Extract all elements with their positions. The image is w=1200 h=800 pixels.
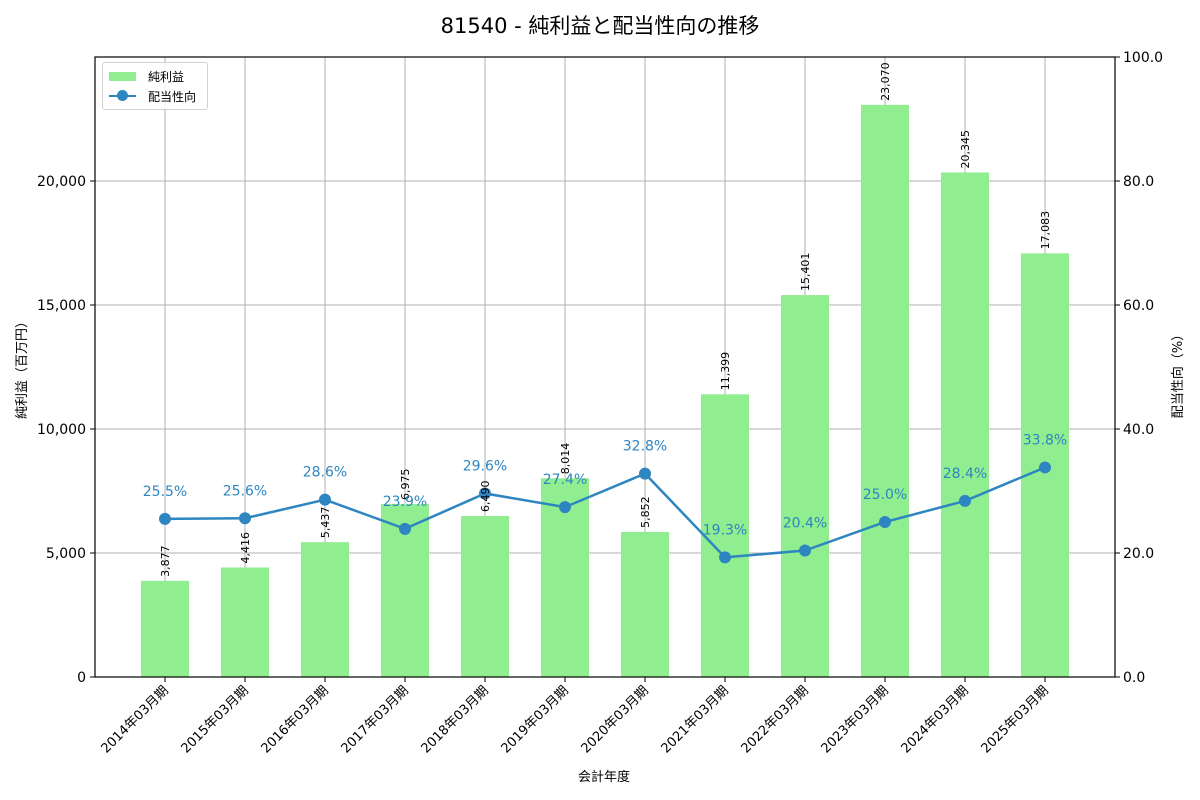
line-marker <box>719 551 731 564</box>
x-tick-label: 2018年03月期 <box>419 683 492 756</box>
line-marker <box>479 487 491 500</box>
right-tick-label: 0.0 <box>1123 670 1145 686</box>
x-tick-label: 2014年03月期 <box>99 683 172 756</box>
legend-label-net-income: 純利益 <box>148 69 185 84</box>
legend-label-payout-ratio: 配当性向 <box>148 89 197 104</box>
left-tick-label: 15,000 <box>37 298 86 314</box>
bar-value-label: 4,416 <box>239 532 252 564</box>
line-value-label: 25.6% <box>223 483 267 499</box>
bar-value-label: 3,877 <box>159 545 172 577</box>
x-tick-label: 2017年03月期 <box>339 683 412 756</box>
line-marker <box>959 494 971 507</box>
bar-swatch-icon <box>109 71 136 81</box>
bar <box>141 580 189 677</box>
right-tick-label: 40.0 <box>1123 422 1154 438</box>
bar-value-label: 6,975 <box>399 469 412 501</box>
x-tick-label: 2015年03月期 <box>179 683 252 756</box>
bar-value-label: 15,401 <box>799 253 812 292</box>
bar-series-net-income <box>141 104 1069 677</box>
chart-title: 81540 - 純利益と配当性向の推移 <box>440 14 760 38</box>
left-tick-label: 0 <box>77 670 86 686</box>
line-value-label: 28.6% <box>303 465 347 481</box>
x-tick-label: 2021年03月期 <box>659 683 732 756</box>
line-value-label: 28.4% <box>943 466 987 482</box>
legend-item-payout-ratio: 配当性向 <box>109 87 196 105</box>
bar-value-label: 6,490 <box>479 481 492 513</box>
left-tick-label: 5,000 <box>46 546 86 562</box>
line-marker <box>799 544 811 557</box>
line-series-payout-ratio <box>164 466 1046 559</box>
line-marker <box>879 516 891 528</box>
bar <box>461 516 509 677</box>
line-marker <box>1039 461 1051 474</box>
bar <box>941 172 989 677</box>
line-value-label: 27.4% <box>543 472 587 488</box>
left-tick-label: 20,000 <box>37 174 86 190</box>
line-value-label: 29.6% <box>463 458 507 474</box>
right-tick-label: 20.0 <box>1123 546 1154 562</box>
bar-value-label: 17,083 <box>1039 211 1052 250</box>
bar-value-label: 8,014 <box>559 443 572 475</box>
line-value-label: 19.3% <box>703 522 747 538</box>
line-marker <box>159 512 171 525</box>
left-y-axis-label: 純利益（百万円） <box>15 315 30 419</box>
line-value-label: 20.4% <box>783 516 827 532</box>
line-marker-swatch-icon <box>109 90 136 101</box>
bar <box>781 295 829 677</box>
right-tick-label: 60.0 <box>1123 298 1154 314</box>
bar <box>301 542 349 677</box>
x-tick-label: 2016年03月期 <box>259 683 332 756</box>
line-value-label: 33.8% <box>1023 432 1067 448</box>
plot-frame <box>94 56 1116 678</box>
x-axis-label: 会計年度 <box>578 769 630 785</box>
line-marker <box>559 501 571 514</box>
line-marker <box>319 493 331 506</box>
x-tick-label: 2019年03月期 <box>499 683 572 756</box>
right-tick-label: 100.0 <box>1123 50 1163 66</box>
bar <box>861 104 909 677</box>
line-value-label: 32.8% <box>623 439 667 455</box>
line-value-label: 25.5% <box>143 484 187 500</box>
line-marker <box>399 522 411 535</box>
bar-value-label: 5,437 <box>319 507 332 539</box>
line-value-label: 25.0% <box>863 487 907 503</box>
bar <box>221 567 269 677</box>
x-tick-label: 2023年03月期 <box>819 683 892 756</box>
bar-value-label: 23,070 <box>879 62 892 101</box>
x-tick-label: 2020年03月期 <box>579 683 652 756</box>
x-tick-label: 2022年03月期 <box>739 683 812 756</box>
bar-value-label: 11,399 <box>719 352 732 391</box>
bar-value-label: 5,852 <box>639 496 652 528</box>
right-tick-label: 80.0 <box>1123 174 1154 190</box>
bar <box>621 531 669 677</box>
x-tick-label: 2025年03月期 <box>979 683 1052 756</box>
legend-item-net-income: 純利益 <box>109 67 184 85</box>
line-value-label: 23.9% <box>383 494 427 510</box>
left-tick-label: 10,000 <box>37 422 86 438</box>
line-marker <box>239 512 251 525</box>
right-y-axis-label: 配当性向（%） <box>1170 328 1186 418</box>
line-marker <box>639 467 651 480</box>
x-tick-label: 2024年03月期 <box>899 683 972 756</box>
bar-value-label: 20,345 <box>959 130 972 169</box>
legend: 純利益 配当性向 <box>102 62 208 110</box>
bar <box>701 394 749 677</box>
